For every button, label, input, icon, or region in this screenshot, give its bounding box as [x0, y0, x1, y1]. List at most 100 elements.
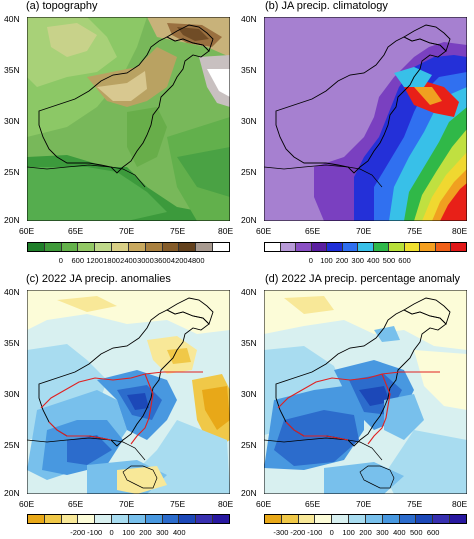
colorbar-swatch [112, 243, 129, 251]
colorbar-swatch [61, 515, 79, 523]
colorbar-tick-label: 400 [393, 528, 406, 537]
panel-d-lat-tick: 20N [241, 488, 257, 498]
colorbar-swatch [315, 515, 333, 523]
colorbar-swatch [95, 515, 113, 523]
colorbar-tick-label: 600 [426, 528, 440, 537]
colorbar-tick-label: 500 [382, 256, 396, 265]
panel-c-lon-tick: 70E [119, 499, 135, 509]
colorbar-swatch [265, 515, 282, 523]
panel-d-title: (d) 2022 JA precip. percentage anomaly [265, 273, 461, 285]
colorbar-swatch [450, 515, 466, 523]
panel-b-lon-tick: 70E [356, 226, 372, 236]
colorbar-tick-label: 3000 [137, 256, 154, 265]
colorbar-swatch [281, 515, 299, 523]
colorbar-swatch [420, 243, 436, 251]
colorbar-swatch [162, 515, 180, 523]
colorbar-swatch [404, 243, 421, 251]
colorbar-swatch [179, 243, 197, 251]
colorbar-tick-label: 100 [342, 528, 355, 537]
panel-b-lon-tick: 75E [407, 226, 423, 236]
colorbar-swatch [311, 243, 328, 251]
colorbar-tick-label: 500 [409, 528, 423, 537]
colorbar-swatch [112, 515, 129, 523]
colorbar-tick-label: 0 [109, 528, 114, 537]
colorbar-swatch [349, 515, 366, 523]
colorbar-tick-label: 1200 [86, 256, 103, 265]
colorbar-tick-label: 300 [156, 528, 169, 537]
panel-c-lat-tick: 20N [4, 488, 20, 498]
panel-b-lat-tick: 30N [241, 116, 257, 126]
colorbar-tick-label: 1800 [103, 256, 120, 265]
panel-c-lat-tick: 40N [4, 287, 20, 297]
colorbar-swatch [399, 515, 417, 523]
colorbar-swatch [95, 243, 113, 251]
panel-a-lat-tick: 30N [4, 116, 20, 126]
colorbar-swatch [213, 243, 229, 251]
colorbar-tick-label: 600 [71, 256, 85, 265]
panel-c-lat-tick: 35N [4, 338, 20, 348]
panel-b-title: (b) JA precip. climatology [265, 0, 388, 12]
panel-d-lon-tick: 80E [452, 499, 468, 509]
colorbar-tick-label: 600 [398, 256, 411, 265]
panel-b-lon-tick: 80E [452, 226, 468, 236]
colorbar-tick-label: 200 [335, 256, 349, 265]
colorbar-tick-label: -100 [307, 528, 323, 537]
panel-d-lon-tick: 65E [305, 499, 321, 509]
colorbar-swatch [365, 515, 383, 523]
colorbar-tick-label: 200 [139, 528, 152, 537]
panel-d-lon-tick: 70E [356, 499, 372, 509]
colorbar-tick-label: 0 [308, 256, 313, 265]
colorbar-swatch [298, 515, 316, 523]
colorbar-tick-label: 4800 [187, 256, 205, 265]
panel-d-colorbar [264, 514, 467, 524]
colorbar-tick-label: -300 [273, 528, 289, 537]
colorbar-swatch [213, 515, 229, 523]
panel-c-lat-tick: 25N [4, 440, 20, 450]
colorbar-tick-label: -200 [290, 528, 306, 537]
colorbar-swatch [78, 243, 96, 251]
colorbar-swatch [61, 243, 79, 251]
colorbar-swatch [296, 243, 312, 251]
panel-c-map [27, 290, 230, 494]
panel-a-lon-tick: 65E [68, 226, 84, 236]
colorbar-swatch [433, 515, 451, 523]
panel-d-lat-tick: 35N [241, 338, 257, 348]
panel-a-title: (a) topography [26, 0, 98, 12]
panel-d-lon-tick: 60E [256, 499, 272, 509]
colorbar-swatch [145, 243, 163, 251]
colorbar-tick-label: 300 [351, 256, 364, 265]
panel-a-lon-tick: 75E [170, 226, 186, 236]
panel-c-title: (c) 2022 JA precip. anomalies [26, 273, 171, 285]
panel-a-lon-tick: 60E [19, 226, 35, 236]
colorbar-swatch [28, 515, 45, 523]
colorbar-tick-label: 100 [122, 528, 135, 537]
colorbar-swatch [196, 515, 214, 523]
colorbar-swatch [435, 243, 452, 251]
panel-b-lat-tick: 20N [241, 215, 257, 225]
panel-b-lat-tick: 35N [241, 65, 257, 75]
panel-a-colorbar [27, 242, 230, 252]
colorbar-tick-label: 300 [376, 528, 389, 537]
panel-c-lon-tick: 65E [68, 499, 84, 509]
colorbar-tick-label: 3600 [153, 256, 171, 265]
colorbar-swatch [382, 515, 400, 523]
colorbar-swatch [389, 243, 405, 251]
colorbar-tick-label: 100 [320, 256, 333, 265]
colorbar-swatch [327, 243, 343, 251]
panel-b-lat-tick: 25N [241, 167, 257, 177]
colorbar-swatch [280, 243, 297, 251]
colorbar-swatch [28, 243, 45, 251]
colorbar-swatch [128, 515, 146, 523]
colorbar-swatch [128, 243, 146, 251]
panel-d-map [264, 290, 467, 494]
panel-d-lon-tick: 75E [407, 499, 423, 509]
colorbar-swatch [332, 515, 350, 523]
panel-d-lat-tick: 30N [241, 389, 257, 399]
colorbar-tick-label: 0 [329, 528, 334, 537]
panel-c-lon-tick: 75E [170, 499, 186, 509]
panel-d-lat-tick: 25N [241, 440, 257, 450]
panel-d-lat-tick: 40N [241, 287, 257, 297]
colorbar-tick-label: 4200 [170, 256, 188, 265]
colorbar-tick-label: 0 [58, 256, 63, 265]
panel-b-lat-tick: 40N [241, 14, 257, 24]
